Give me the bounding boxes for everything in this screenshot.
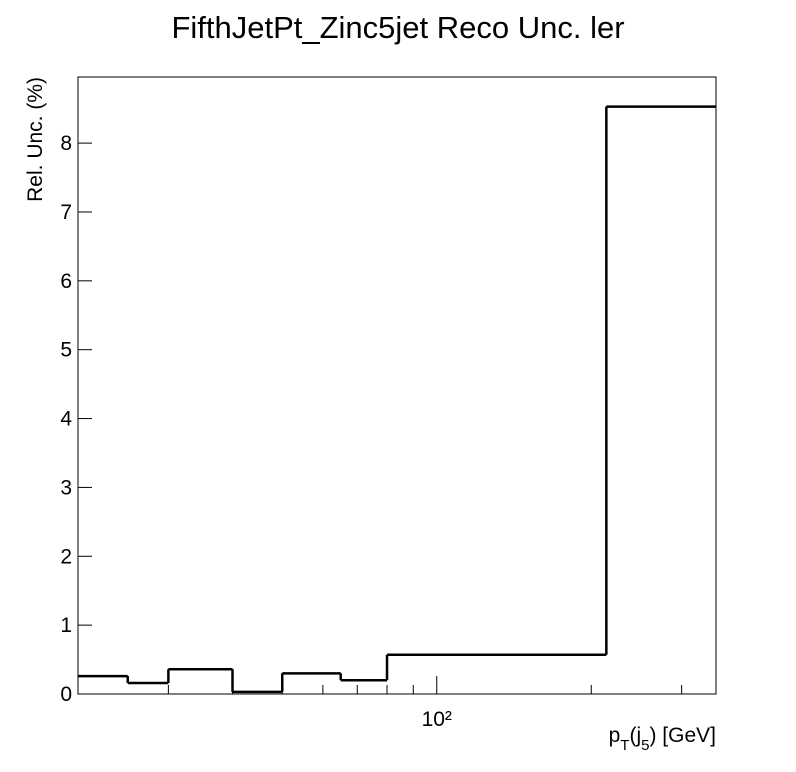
y-tick-label: 1 [60,614,72,637]
y-tick-label: 4 [60,408,72,431]
x-label-part: T [620,737,629,754]
y-tick-label: 7 [60,201,72,224]
y-tick-label: 3 [60,476,72,499]
plot-frame [77,76,717,695]
y-tick-label: 0 [60,683,72,706]
x-label-part: (j [629,724,641,747]
y-tick-label: 2 [60,545,72,568]
y-tick-label: 5 [60,339,72,362]
y-tick-label: 8 [60,132,72,155]
y-axis-label: Rel. Unc. (%) [24,77,47,202]
chart-title: FifthJetPt_Zinc5jet Reco Unc. ler [171,10,624,45]
x-label-part: 5 [641,737,649,754]
x-axis-label: pT(j5) [GeV] [609,724,716,754]
x-tick-label: 10² [422,708,452,731]
y-tick-label: 6 [60,270,72,293]
x-label-part: ) [GeV] [649,724,716,747]
x-label-part: p [609,724,621,747]
